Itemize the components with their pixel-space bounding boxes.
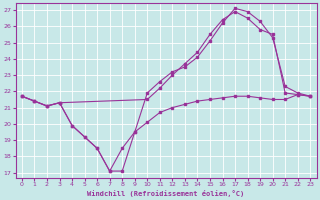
X-axis label: Windchill (Refroidissement éolien,°C): Windchill (Refroidissement éolien,°C) (87, 190, 245, 197)
